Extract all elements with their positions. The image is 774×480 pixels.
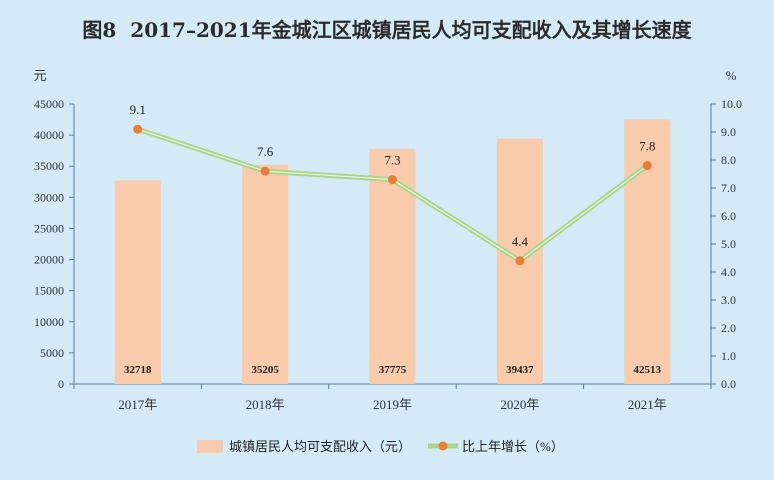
left-axis-tick-label: 25000	[34, 221, 64, 235]
right-axis-tick-label: 6.0	[721, 209, 736, 223]
bar	[624, 119, 671, 384]
growth-data-label: 9.1	[130, 102, 146, 117]
right-axis-tick-label: 5.0	[721, 237, 736, 251]
left-axis-tick-label: 10000	[34, 315, 64, 329]
bar-value-label: 39437	[506, 364, 534, 376]
bar-value-label: 35205	[251, 364, 279, 376]
growth-point	[388, 175, 397, 185]
legend-line-label: 比上年增长（%）	[462, 439, 564, 454]
x-axis-tick-label: 2017年	[118, 397, 157, 412]
left-axis-unit: 元	[33, 68, 46, 83]
right-axis-tick-label: 10.0	[721, 97, 742, 111]
bar-value-label: 32718	[124, 364, 152, 376]
growth-point	[515, 256, 525, 266]
growth-point	[133, 124, 143, 134]
left-axis-tick-label: 30000	[34, 190, 64, 204]
legend-line-marker	[438, 441, 448, 451]
title-text: 2017–2021年金城江区城镇居民人均可支配收入及其增长速度	[130, 18, 692, 42]
x-axis-tick-label: 2021年	[628, 397, 667, 412]
right-axis-tick-label: 7.0	[721, 181, 736, 195]
right-axis-tick-label: 3.0	[721, 293, 736, 307]
bar-value-label: 37775	[379, 364, 407, 376]
left-axis-tick-label: 5000	[40, 346, 64, 360]
growth-point	[642, 161, 652, 171]
x-axis-tick-label: 2018年	[246, 397, 285, 412]
left-axis-tick-label: 40000	[34, 128, 64, 142]
left-axis-tick-label: 45000	[34, 97, 64, 111]
growth-data-label: 7.6	[257, 144, 274, 159]
growth-data-label: 7.3	[384, 153, 400, 168]
left-axis-tick-label: 20000	[34, 253, 64, 267]
left-axis-tick-label: 15000	[34, 284, 64, 298]
figure-label: 图8	[82, 18, 117, 42]
right-axis-tick-label: 2.0	[721, 321, 736, 335]
right-axis-tick-label: 9.0	[721, 125, 736, 139]
bar	[369, 148, 416, 384]
legend-bar-label: 城镇居民人均可支配收入（元）	[229, 439, 411, 454]
chart-title: 图8 2017–2021年金城江区城镇居民人均可支配收入及其增长速度	[0, 14, 774, 43]
growth-point	[260, 166, 270, 176]
growth-data-label: 7.8	[639, 139, 655, 154]
bar	[242, 164, 289, 384]
right-axis-tick-label: 8.0	[721, 153, 736, 167]
x-axis-tick-label: 2020年	[500, 397, 539, 412]
bar-value-label: 42513	[634, 364, 662, 376]
right-axis-tick-label: 4.0	[721, 265, 736, 279]
right-axis-unit: %	[726, 68, 737, 83]
x-axis-tick-label: 2019年	[373, 397, 412, 412]
right-axis-tick-label: 0.0	[721, 377, 736, 391]
left-axis-tick-label: 0	[58, 377, 64, 391]
bar	[114, 180, 161, 384]
growth-data-label: 4.4	[512, 234, 529, 249]
legend-bar-swatch	[197, 440, 223, 453]
right-axis-tick-label: 1.0	[721, 349, 736, 363]
left-axis-tick-label: 35000	[34, 159, 64, 173]
